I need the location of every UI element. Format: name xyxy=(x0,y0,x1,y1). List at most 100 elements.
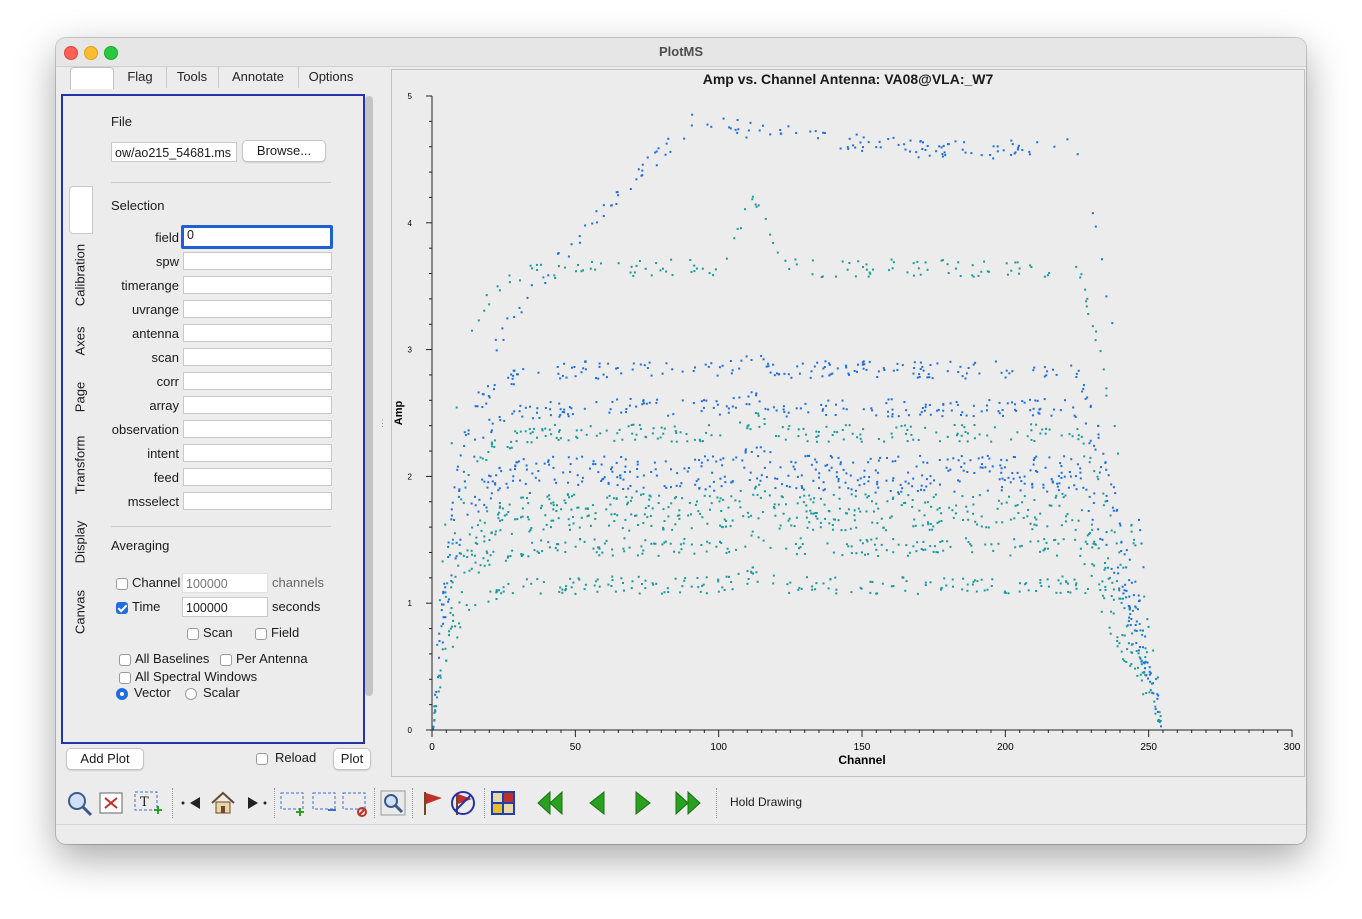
data-point xyxy=(485,550,488,553)
minimize-window-button[interactable] xyxy=(84,46,98,60)
channel-average-value[interactable]: 100000 xyxy=(182,573,268,593)
tab-data[interactable] xyxy=(70,67,114,89)
annotate-text-icon[interactable]: T xyxy=(132,788,166,818)
browse-button[interactable]: Browse... xyxy=(242,140,326,162)
data-point xyxy=(978,433,981,436)
side-tab-data[interactable] xyxy=(69,186,93,234)
data-point xyxy=(926,376,929,379)
selection-scan-input[interactable] xyxy=(183,348,332,366)
data-point xyxy=(806,526,809,529)
select-add-icon[interactable] xyxy=(278,788,308,818)
data-point xyxy=(444,595,447,598)
zoom-icon[interactable] xyxy=(64,788,94,818)
close-window-button[interactable] xyxy=(64,46,78,60)
side-tab-transform[interactable]: Transform xyxy=(72,435,88,495)
selection-feed-input[interactable] xyxy=(183,468,332,486)
locate-icon[interactable] xyxy=(378,788,408,818)
selection-array-input[interactable] xyxy=(183,396,332,414)
hold-drawing-label[interactable]: Hold Drawing xyxy=(730,795,803,809)
data-point xyxy=(717,578,720,581)
tab-annotate[interactable]: Annotate xyxy=(218,67,299,88)
data-point xyxy=(509,555,512,558)
data-point xyxy=(483,521,486,524)
data-point xyxy=(787,474,790,477)
data-point xyxy=(645,402,648,405)
data-point xyxy=(735,548,737,551)
selection-spw-input[interactable] xyxy=(183,252,332,270)
tab-tools[interactable]: Tools xyxy=(166,67,219,88)
data-point xyxy=(942,144,945,147)
per-antenna-checkbox[interactable] xyxy=(220,654,232,666)
data-point xyxy=(906,429,909,431)
data-point xyxy=(772,241,775,244)
data-point xyxy=(795,263,798,266)
unflag-icon[interactable] xyxy=(448,788,478,818)
data-point xyxy=(568,496,570,499)
data-point xyxy=(835,592,838,595)
scan-average-checkbox[interactable] xyxy=(187,628,199,640)
selection-antenna-input[interactable] xyxy=(183,324,332,342)
data-point xyxy=(846,512,848,515)
data-point xyxy=(625,408,628,410)
reload-checkbox[interactable] xyxy=(256,753,268,765)
vector-radio[interactable] xyxy=(116,688,128,700)
data-point xyxy=(853,514,856,517)
tab-flag[interactable]: Flag xyxy=(114,67,167,88)
flag-icon[interactable] xyxy=(418,788,446,818)
previous-icon[interactable] xyxy=(178,788,206,818)
all-baselines-checkbox[interactable] xyxy=(119,654,131,666)
selection-corr-input[interactable] xyxy=(183,372,332,390)
data-point xyxy=(946,435,949,438)
add-plot-button[interactable]: Add Plot xyxy=(66,748,144,770)
data-point xyxy=(822,367,825,370)
data-point xyxy=(1087,510,1090,512)
data-point xyxy=(924,501,927,504)
previous-page-icon[interactable] xyxy=(582,788,610,818)
next-icon[interactable] xyxy=(242,788,270,818)
data-point xyxy=(1105,295,1108,298)
data-point xyxy=(574,592,577,595)
selection-field-input[interactable]: 0 xyxy=(181,225,333,249)
data-point xyxy=(602,204,605,207)
side-tab-canvas[interactable]: Canvas xyxy=(72,589,88,635)
data-point xyxy=(912,525,915,528)
home-icon[interactable] xyxy=(208,788,238,818)
time-average-value[interactable]: 100000 xyxy=(182,597,268,617)
selection-intent-input[interactable] xyxy=(183,444,332,462)
select-clear-icon[interactable] xyxy=(340,788,370,818)
data-point xyxy=(1115,580,1118,583)
select-subtract-icon[interactable] xyxy=(310,788,340,818)
first-page-icon[interactable] xyxy=(534,788,566,818)
next-page-icon[interactable] xyxy=(628,788,656,818)
data-point xyxy=(681,399,684,402)
field-average-checkbox[interactable] xyxy=(255,628,267,640)
data-point xyxy=(725,525,727,528)
data-point xyxy=(710,502,713,505)
side-tab-calibration[interactable]: Calibration xyxy=(72,243,88,307)
data-point xyxy=(848,137,851,140)
file-path-field[interactable]: ow/ao215_54681.ms xyxy=(111,142,237,162)
time-average-checkbox[interactable] xyxy=(116,602,128,614)
last-page-icon[interactable] xyxy=(672,788,704,818)
plot-button[interactable]: Plot xyxy=(333,748,371,770)
scalar-radio[interactable] xyxy=(185,688,197,700)
data-point xyxy=(491,422,494,425)
data-point xyxy=(659,269,662,272)
iteration-grid-icon[interactable] xyxy=(488,788,518,818)
selection-msselect-input[interactable] xyxy=(183,492,332,510)
selection-observation-input[interactable] xyxy=(183,420,332,438)
channel-average-checkbox[interactable] xyxy=(116,578,128,590)
selection-timerange-input[interactable] xyxy=(183,276,332,294)
data-point xyxy=(630,424,633,426)
tab-options[interactable]: Options xyxy=(308,69,354,84)
maximize-window-button[interactable] xyxy=(104,46,118,60)
data-point xyxy=(861,363,864,366)
data-point xyxy=(1032,414,1034,417)
selection-uvrange-input[interactable] xyxy=(183,300,332,318)
pan-icon[interactable] xyxy=(96,788,126,818)
splitter-handle[interactable]: ⋮ xyxy=(378,418,387,428)
panel-scrollbar[interactable] xyxy=(365,96,373,696)
side-tab-display[interactable]: Display xyxy=(72,520,88,564)
all-spectral-windows-checkbox[interactable] xyxy=(119,672,131,684)
